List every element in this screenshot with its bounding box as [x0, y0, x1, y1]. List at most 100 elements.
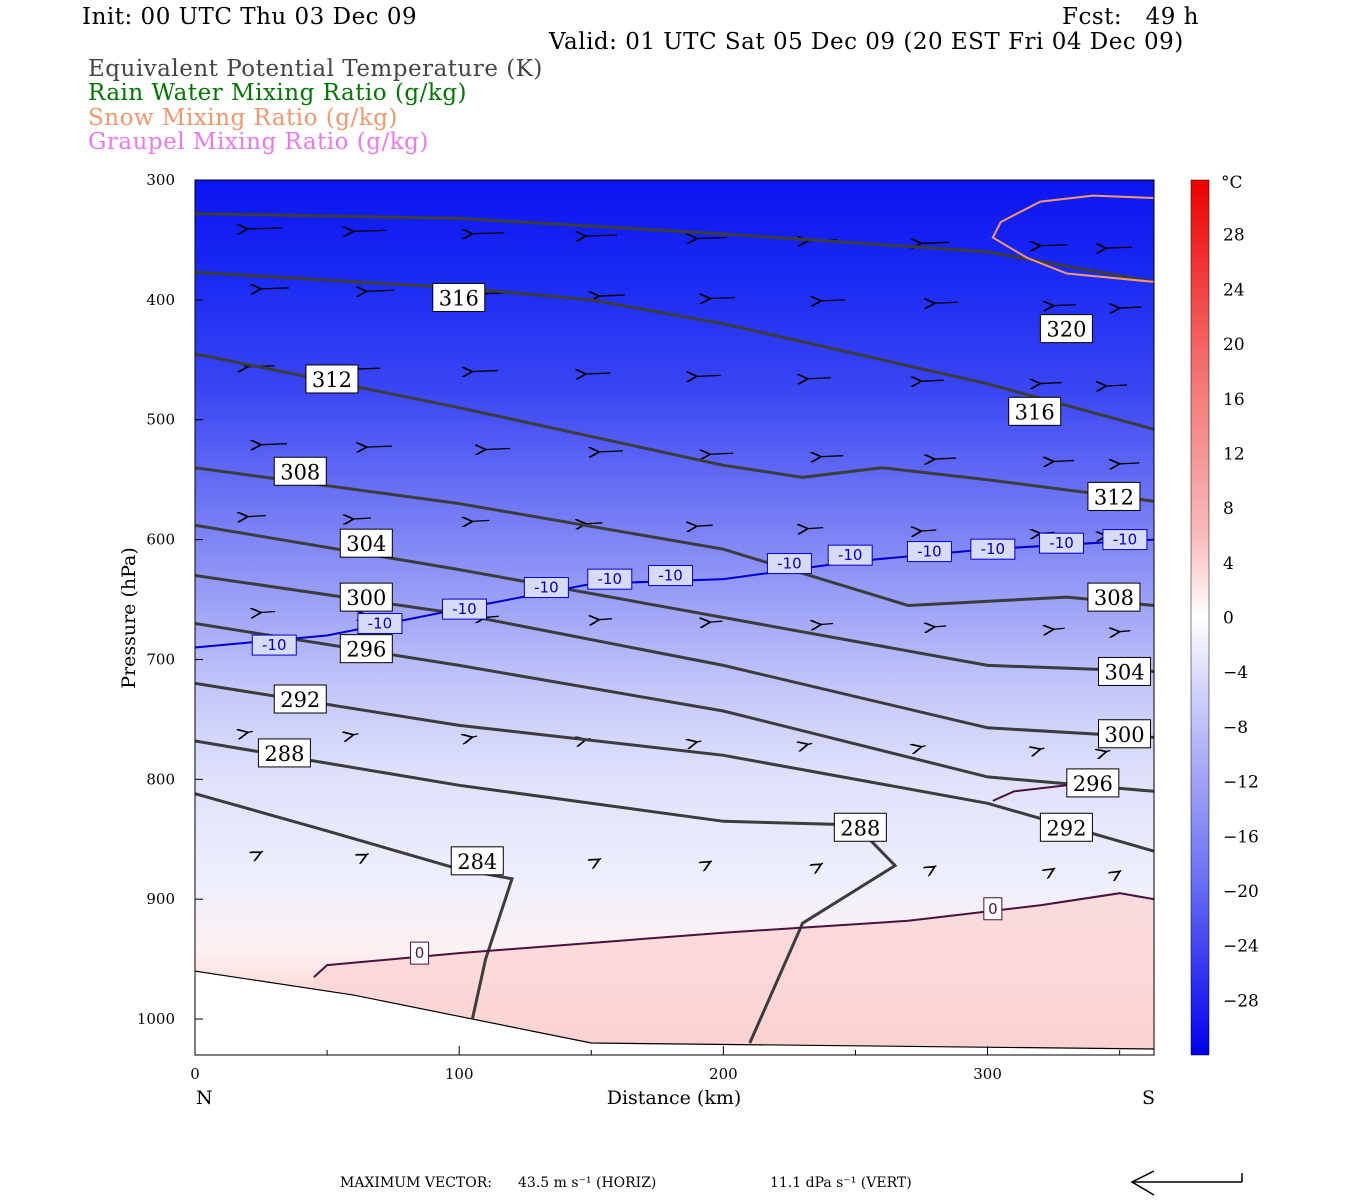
- wind-vector: [486, 448, 511, 449]
- colorbar-tick-label: 8: [1223, 499, 1234, 519]
- wind-vectors: [248, 228, 1141, 871]
- wind-vector: [710, 297, 735, 298]
- terrain-line: [195, 970, 1154, 1050]
- wind-vector: [1054, 305, 1076, 306]
- temp-label: -10: [452, 600, 477, 618]
- temp-label: -10: [917, 543, 942, 561]
- wind-vector: [472, 520, 490, 521]
- temp-label-box: [970, 538, 1016, 560]
- theta-e-label-box: [339, 528, 393, 558]
- theta-e-label-box: [1008, 396, 1062, 426]
- wind-vector: [248, 731, 253, 732]
- wind-vector: [1106, 385, 1127, 386]
- theta-e-label-box: [1098, 656, 1152, 686]
- colorbar-unit: °C: [1221, 173, 1243, 193]
- theta-e-label: 304: [346, 532, 386, 556]
- temp-label-box: [906, 541, 952, 563]
- theta-e-label: 308: [280, 460, 320, 484]
- contour-labels: 320 316 316 312 312 308 308 304 300 304 296 300 296 2…: [251, 282, 1152, 965]
- colorbar-tick-label: −16: [1223, 827, 1259, 847]
- theta-e-label: 292: [280, 688, 320, 712]
- theta-e-label: 320: [1046, 318, 1086, 342]
- wind-vector: [354, 230, 387, 231]
- theta-e-label: 316: [439, 286, 479, 310]
- wind-vector: [697, 375, 721, 376]
- temp-label-box: [441, 598, 487, 620]
- theta-e-label: 292: [1046, 816, 1086, 840]
- x-tick-label: 100: [445, 1065, 474, 1083]
- theta-e-label-box: [833, 812, 887, 842]
- wind-vector: [354, 734, 359, 735]
- colorbar-tick-label: 24: [1223, 280, 1245, 300]
- theta-e-label: 308: [1094, 586, 1134, 610]
- wind-vector: [922, 380, 944, 381]
- field-label-graupel: Graupel Mixing Ratio (g/kg): [88, 129, 429, 155]
- theta-e-label-box: [1087, 582, 1141, 612]
- wind-vector: [599, 295, 625, 296]
- theta-e-label-box: [1098, 719, 1152, 749]
- field-label-rain-water: Rain Water Mixing Ratio (g/kg): [88, 80, 468, 106]
- temp-label: -10: [368, 614, 393, 632]
- theta-e-contour-320: [195, 212, 1154, 284]
- colorbar-tick-label: −20: [1223, 882, 1259, 902]
- wind-vector: [697, 238, 727, 239]
- reference-vector-arrow: [1130, 1170, 1243, 1196]
- theta-e-label-box: [257, 738, 311, 768]
- wind-vector: [922, 530, 937, 531]
- theta-e-label: 300: [346, 586, 386, 610]
- wind-vector: [935, 458, 957, 459]
- wind-vector: [1120, 307, 1141, 308]
- colorbar-tick-label: 4: [1223, 554, 1234, 574]
- wind-vector: [935, 626, 947, 627]
- x-right-end-label: S: [1142, 1087, 1155, 1109]
- colorbar-tick-label: 12: [1223, 444, 1245, 464]
- temperature-contour-0: [992, 784, 1067, 802]
- wind-vector: [1054, 460, 1075, 461]
- warm-layer: [313, 893, 1154, 1055]
- y-tick-label: 800: [146, 770, 175, 788]
- theta-e-label: 296: [346, 638, 386, 662]
- field-label-snow: Snow Mixing Ratio (g/kg): [88, 105, 398, 131]
- wind-vector: [1120, 869, 1122, 871]
- temp-label: -10: [262, 636, 287, 654]
- x-tick-label: 200: [709, 1065, 738, 1083]
- y-tick-label: 600: [146, 531, 175, 549]
- theta-e-contour-308: [195, 466, 1154, 608]
- y-tick-label: 1000: [137, 1010, 175, 1028]
- init-time-label: Init: 00 UTC Thu 03 Dec 09: [82, 4, 418, 30]
- theta-e-label-box: [273, 684, 327, 714]
- theta-e-contour-316: [195, 270, 1154, 431]
- theta-e-label-box: [432, 282, 486, 312]
- x-axis-title: Distance (km): [607, 1087, 742, 1109]
- temp-label: -10: [534, 579, 559, 597]
- theta-e-label-box: [1039, 812, 1093, 842]
- wind-vector: [935, 865, 937, 867]
- zero-label-box: [410, 941, 430, 965]
- max-vector-vertical: 11.1 dPa s⁻¹ (VERT): [770, 1175, 912, 1191]
- wind-vector: [808, 378, 831, 379]
- snow-contour: [991, 194, 1154, 283]
- colorbar-ticks: 28 24 20 16 12 8 4 0 −4 −8 −12 −16 −20 −24 −28: [1223, 226, 1259, 1012]
- temp-label-box: [1039, 532, 1085, 554]
- temp-label: -10: [838, 546, 863, 564]
- theta-e-label-box: [339, 634, 393, 664]
- wind-vector: [1040, 748, 1045, 749]
- wind-vector: [248, 228, 282, 229]
- theta-e-label: 304: [1104, 660, 1144, 684]
- theta-e-label: 288: [840, 816, 880, 840]
- wind-vector: [261, 850, 264, 852]
- wind-vector: [586, 373, 611, 374]
- wind-vector: [710, 860, 713, 862]
- wind-vector: [1106, 751, 1111, 752]
- temp-label: -10: [1049, 534, 1074, 552]
- wind-vector: [486, 616, 499, 617]
- wind-vector: [599, 451, 623, 452]
- colorbar-tick-label: −12: [1223, 773, 1259, 793]
- wind-vector: [354, 518, 372, 519]
- theta-e-label: 296: [1073, 772, 1113, 796]
- temp-label-box: [523, 577, 569, 599]
- y-axis-title: Pressure (hPa): [118, 547, 140, 689]
- zero-label: 0: [988, 900, 998, 918]
- wind-vector: [821, 623, 834, 624]
